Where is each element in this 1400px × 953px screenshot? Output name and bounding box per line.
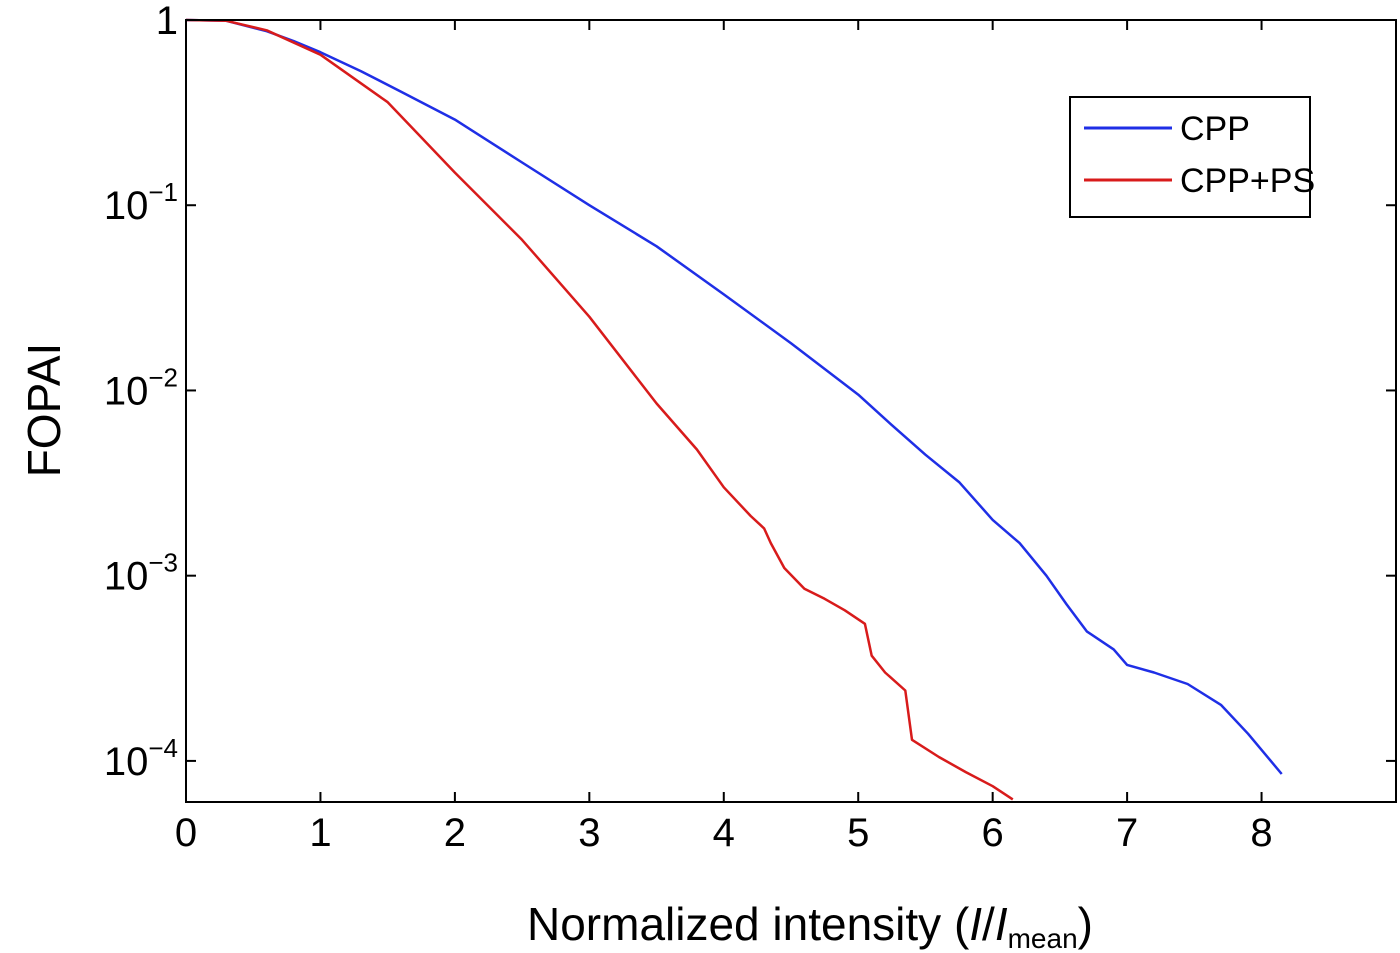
x-tick-label: 8 (1250, 811, 1272, 855)
y-tick-label: 10−4 (104, 733, 178, 784)
y-tick-label: 1 (156, 0, 178, 43)
axis-ticks (185, 19, 1396, 802)
series-line-cpp-ps (185, 18, 1014, 801)
x-tick-labels: 0 1 2 3 4 5 6 7 8 (175, 811, 1273, 855)
y-tick-labels: 1 10−1 10−2 10−3 10−4 (104, 0, 178, 784)
x-axis-title: Normalized intensity (I/Imean) (527, 898, 1093, 953)
x-tick-label: 0 (175, 811, 197, 855)
y-tick-label: 10−3 (104, 548, 178, 599)
x-tick-label: 3 (578, 811, 600, 855)
series-line-cpp (185, 18, 1283, 775)
x-tick-label: 2 (444, 811, 466, 855)
legend-label-cpp-ps: CPP+PS (1180, 162, 1315, 200)
legend-label-cpp: CPP (1180, 110, 1250, 148)
y-tick-label: 10−1 (104, 177, 178, 228)
x-tick-label: 1 (309, 811, 331, 855)
x-tick-label: 5 (847, 811, 869, 855)
x-tick-label: 7 (1116, 811, 1138, 855)
x-tick-label: 6 (982, 811, 1004, 855)
x-tick-label: 4 (713, 811, 735, 855)
legend-box (1069, 96, 1311, 218)
legend: CPP CPP+PS (1069, 96, 1315, 218)
y-tick-label: 10−2 (104, 362, 178, 413)
plot-lines (185, 18, 1283, 801)
y-axis-title: FOPAI (18, 343, 70, 478)
plot-frame (185, 19, 1397, 803)
